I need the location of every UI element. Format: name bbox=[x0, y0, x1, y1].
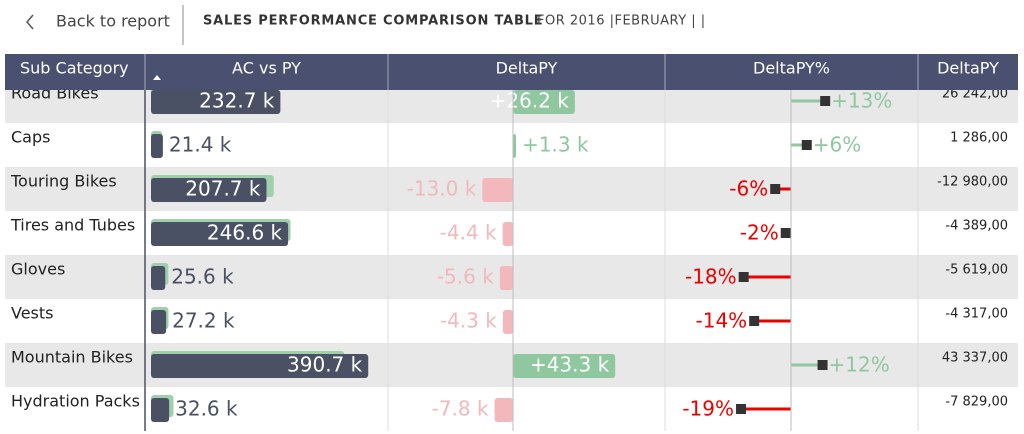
delta-label: +43.3 k bbox=[530, 353, 610, 377]
table-body: Road Bikes 232.7 k +26.2 k +13% 26 242,00Cap… bbox=[5, 79, 1018, 431]
delta-label: -5.6 k bbox=[437, 265, 494, 289]
pct-marker bbox=[801, 140, 812, 150]
ac-bar bbox=[151, 354, 369, 378]
ac-label: 232.7 k bbox=[199, 89, 275, 113]
pct-label: +6% bbox=[813, 133, 862, 157]
ac-label: 246.6 k bbox=[207, 221, 283, 245]
row-label: Caps bbox=[11, 128, 50, 147]
row-label: Vests bbox=[11, 304, 54, 323]
row-label: Hydration Packs bbox=[11, 392, 140, 411]
delta-exact: -12 980,00 bbox=[937, 175, 1008, 190]
delta-exact: -7 829,00 bbox=[945, 395, 1008, 410]
pct-label: -14% bbox=[696, 309, 748, 333]
back-link[interactable]: Back to report bbox=[56, 12, 170, 31]
ac-label: 27.2 k bbox=[172, 309, 235, 333]
row-label: Tires and Tubes bbox=[10, 216, 135, 235]
column-header[interactable]: Sub Category bbox=[20, 59, 129, 78]
delta-exact: -5 619,00 bbox=[945, 263, 1008, 278]
sort-icon[interactable] bbox=[153, 75, 161, 80]
delta-label: -7.8 k bbox=[432, 397, 489, 421]
delta-bar bbox=[482, 178, 513, 202]
row-label: Touring Bikes bbox=[10, 172, 117, 191]
ac-bar bbox=[151, 134, 163, 158]
delta-exact: -4 317,00 bbox=[945, 307, 1008, 322]
ac-bar bbox=[151, 222, 289, 246]
delta-exact: 43 337,00 bbox=[942, 351, 1008, 366]
column-header[interactable]: AC vs PY bbox=[232, 59, 301, 78]
ac-label: 25.6 k bbox=[171, 265, 234, 289]
column-header[interactable]: DeltaPY bbox=[496, 59, 558, 78]
page-title: SALES PERFORMANCE COMPARISON TABLE bbox=[203, 14, 543, 29]
pct-marker bbox=[780, 228, 791, 238]
back-icon[interactable] bbox=[26, 14, 34, 30]
table-header bbox=[5, 54, 1018, 90]
column-headers: Sub Category AC vs PY DeltaPY DeltaPY% Delta… bbox=[20, 54, 999, 90]
pct-marker bbox=[749, 316, 760, 326]
pct-marker bbox=[738, 272, 749, 282]
column-header[interactable]: DeltaPY% bbox=[753, 59, 830, 78]
delta-exact: 26 242,00 bbox=[942, 87, 1008, 102]
ac-label: 32.6 k bbox=[175, 397, 238, 421]
delta-label: +1.3 k bbox=[522, 133, 589, 157]
column-header[interactable]: DeltaPY bbox=[937, 59, 999, 78]
pct-marker bbox=[817, 360, 828, 370]
page-subtitle: FOR 2016 |FEBRUARY | | bbox=[537, 14, 706, 29]
delta-bar bbox=[513, 354, 616, 378]
ac-label: 207.7 k bbox=[185, 177, 261, 201]
delta-bar bbox=[513, 90, 575, 114]
ac-bar bbox=[151, 398, 170, 422]
delta-label: -4.3 k bbox=[440, 309, 497, 333]
row-label: Mountain Bikes bbox=[11, 348, 133, 367]
row-label: Gloves bbox=[11, 260, 65, 279]
delta-label: -4.4 k bbox=[440, 221, 497, 245]
ac-bar bbox=[151, 310, 167, 334]
pct-label: -2% bbox=[740, 221, 779, 245]
ac-label: 390.7 k bbox=[287, 353, 363, 377]
pct-marker bbox=[820, 96, 831, 106]
delta-bar bbox=[499, 266, 513, 290]
ac-label: 21.4 k bbox=[169, 133, 232, 157]
delta-label: -13.0 k bbox=[407, 177, 477, 201]
delta-bar bbox=[494, 398, 513, 422]
delta-bar bbox=[502, 222, 513, 246]
delta-label: +26.2 k bbox=[490, 89, 570, 113]
ac-bar bbox=[151, 266, 166, 290]
header-bg bbox=[0, 0, 1024, 52]
pct-label: +13% bbox=[831, 89, 892, 113]
pct-marker bbox=[770, 184, 781, 194]
ac-bar bbox=[151, 90, 281, 114]
delta-bar bbox=[502, 310, 513, 334]
row-bg bbox=[5, 123, 1018, 167]
delta-bar bbox=[513, 134, 517, 158]
pct-label: +12% bbox=[829, 353, 890, 377]
ac-bar bbox=[151, 178, 267, 202]
pct-label: -18% bbox=[685, 265, 737, 289]
pct-label: -19% bbox=[682, 397, 734, 421]
pct-label: -6% bbox=[729, 177, 768, 201]
delta-exact: -4 389,00 bbox=[945, 219, 1008, 234]
delta-exact: 1 286,00 bbox=[950, 131, 1008, 146]
pct-marker bbox=[736, 404, 747, 414]
